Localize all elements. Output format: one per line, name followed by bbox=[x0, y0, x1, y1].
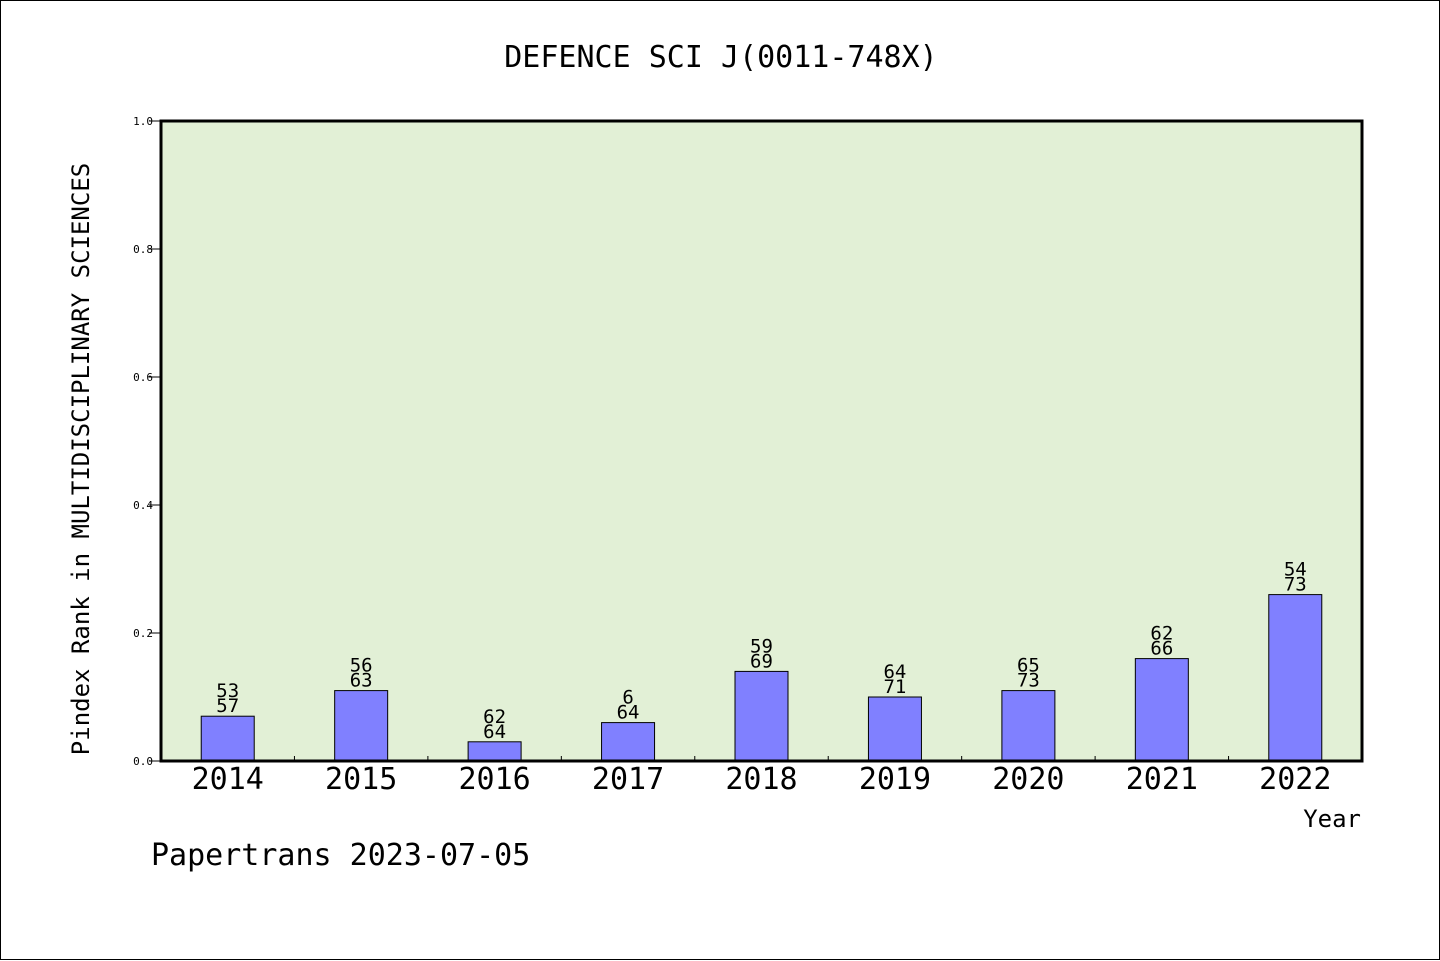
x-tick-label: 2021 bbox=[1126, 762, 1198, 797]
bar-2014 bbox=[200, 715, 255, 762]
plot-border bbox=[159, 119, 1364, 763]
y-axis-label: Pindex Rank in MULTIDISCIPLINARY SCIENCE… bbox=[67, 163, 95, 755]
bar-label-bottom: 57 bbox=[216, 695, 239, 717]
bar-label-bottom: 64 bbox=[483, 721, 506, 743]
bar-label-bottom: 73 bbox=[1284, 574, 1307, 596]
x-tick-label: 2017 bbox=[592, 762, 664, 797]
bar-label-top: 6 bbox=[622, 687, 633, 709]
bar-label-bottom: 69 bbox=[750, 650, 773, 672]
bar-label-top: 54 bbox=[1284, 559, 1307, 581]
y-axis: 0.0 0.2 0.4 0.6 0.8 1.0 bbox=[133, 115, 161, 768]
y-tick-label: 0.6 bbox=[133, 371, 153, 384]
bar-2021 bbox=[1134, 658, 1189, 762]
bar-label-bottom: 64 bbox=[617, 702, 640, 724]
bar-2017 bbox=[601, 722, 656, 762]
bar-2020 bbox=[1001, 690, 1056, 762]
bar-2019 bbox=[867, 696, 922, 762]
x-tick-label: 2015 bbox=[325, 762, 397, 797]
x-tick-label: 2019 bbox=[859, 762, 931, 797]
footer-text: Papertrans 2023-07-05 bbox=[151, 838, 530, 873]
x-tick-label: 2018 bbox=[725, 762, 797, 797]
chart-title: DEFENCE SCI J(0011-748X) bbox=[504, 40, 937, 75]
x-tick-label: 2016 bbox=[458, 762, 530, 797]
x-tick-label: 2014 bbox=[192, 762, 264, 797]
bar-label-top: 65 bbox=[1017, 655, 1040, 677]
x-tick-label: 2022 bbox=[1259, 762, 1331, 797]
bar-label-top: 56 bbox=[350, 655, 373, 677]
y-tick-label: 0.2 bbox=[133, 627, 153, 640]
y-tick-label: 0.0 bbox=[133, 755, 153, 768]
bar-label-top: 62 bbox=[1150, 623, 1173, 645]
bar-label-bottom: 71 bbox=[883, 676, 906, 698]
bar-label-bottom: 66 bbox=[1150, 638, 1173, 660]
x-axis-label: Year bbox=[1303, 805, 1361, 833]
bar-label-bottom: 73 bbox=[1017, 670, 1040, 692]
x-axis: 2014 2015 2016 2017 2018 2019 2020 2021 2022 bbox=[192, 756, 1331, 797]
y-tick-label: 0.4 bbox=[133, 499, 153, 512]
bar-2018 bbox=[734, 670, 789, 762]
plot-area bbox=[161, 121, 1362, 761]
bar-label-top: 62 bbox=[483, 706, 506, 728]
y-tick-label: 1.0 bbox=[133, 115, 153, 128]
bar-2015 bbox=[334, 690, 389, 762]
bar-label-bottom: 63 bbox=[350, 670, 373, 692]
bar-label-top: 64 bbox=[883, 661, 906, 683]
y-tick-label: 0.8 bbox=[133, 243, 153, 256]
bar-2022 bbox=[1268, 594, 1323, 762]
bar-2016 bbox=[467, 741, 522, 762]
bar-label-top: 59 bbox=[750, 635, 773, 657]
x-tick-label: 2020 bbox=[992, 762, 1064, 797]
bar-label-top: 53 bbox=[216, 680, 239, 702]
